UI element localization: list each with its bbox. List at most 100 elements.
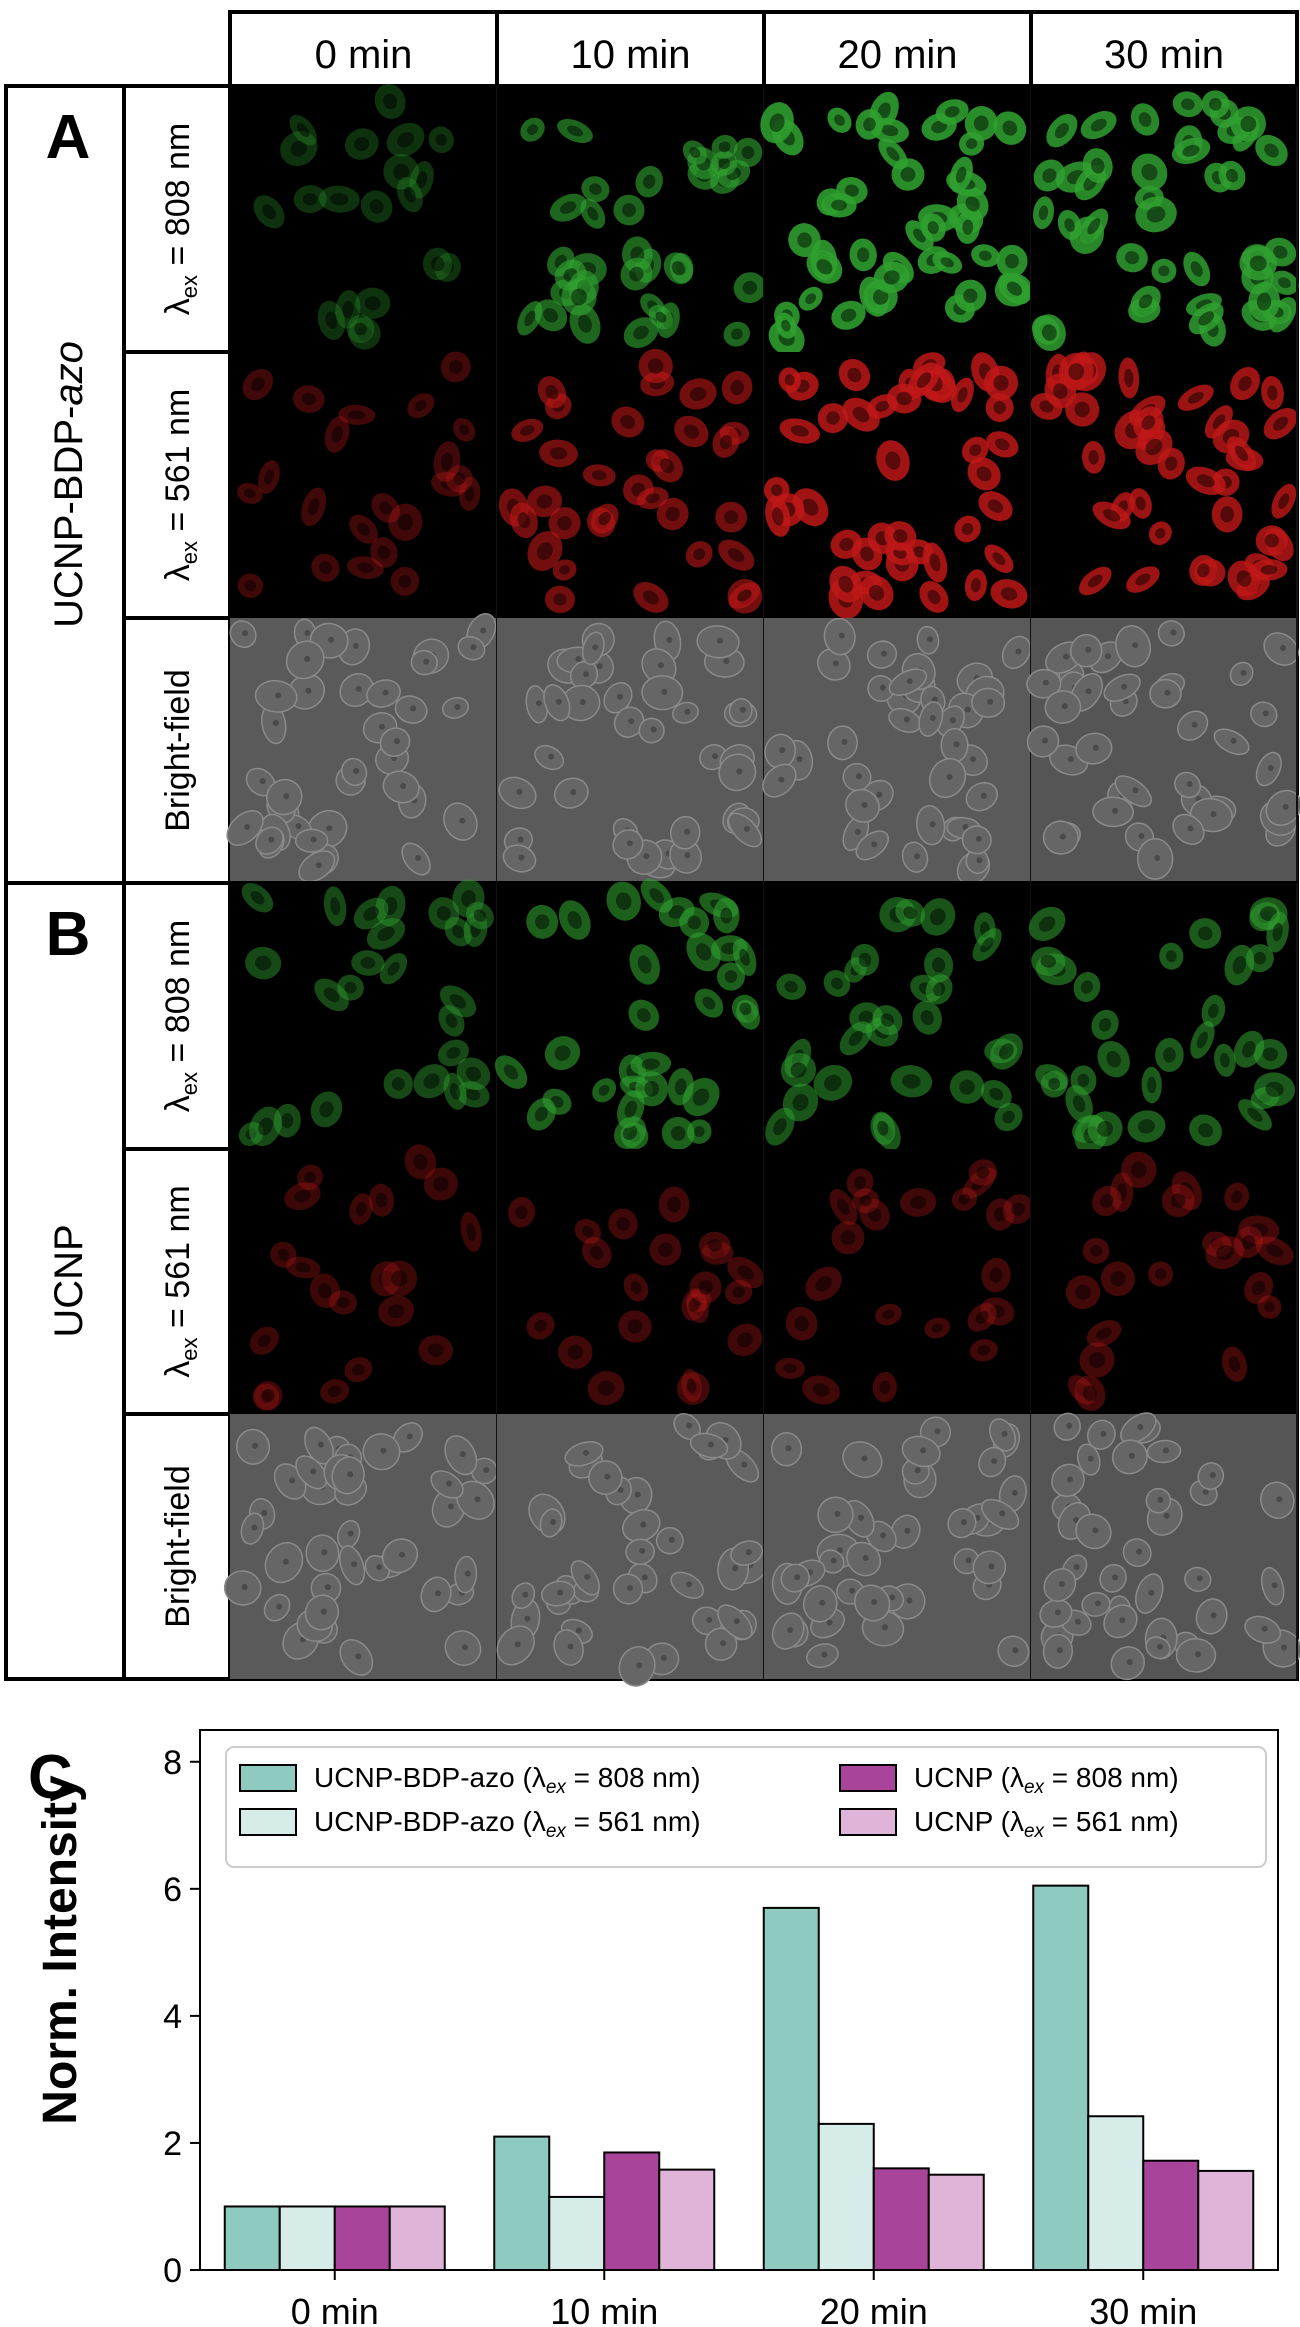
cell-nucleus (914, 1467, 921, 1474)
cell-nucleus (375, 1192, 388, 1208)
micrograph-green (1028, 883, 1297, 1154)
cell (368, 1183, 395, 1217)
cell-nucleus (464, 486, 475, 502)
cell-nucleus (1145, 438, 1163, 456)
cell (831, 1221, 865, 1255)
cell-nucleus (537, 542, 553, 561)
cell-nucleus (352, 642, 359, 649)
cell-nucleus (693, 1126, 705, 1138)
cell-nucleus (893, 529, 908, 543)
cell-nucleus (1240, 669, 1247, 676)
cell-nucleus (973, 115, 989, 132)
cell-nucleus (929, 715, 936, 722)
cell-nucleus (871, 841, 878, 848)
cell-nucleus (1085, 646, 1092, 653)
cell-nucleus (976, 1166, 990, 1179)
cell-nucleus (1090, 118, 1107, 132)
cell-nucleus (308, 498, 320, 516)
cell (635, 1071, 669, 1107)
cell-nucleus (1042, 737, 1049, 744)
cell-nucleus (1225, 169, 1239, 183)
cell-nucleus (931, 120, 948, 134)
micrograph-green (230, 83, 497, 352)
cell-nucleus (830, 1557, 837, 1564)
cell-nucleus (1040, 954, 1056, 968)
cell (520, 117, 545, 142)
cell (237, 482, 263, 504)
cell (724, 1279, 753, 1305)
cell-nucleus (797, 232, 812, 248)
cell (428, 126, 454, 154)
cell-nucleus (692, 1301, 703, 1315)
cell (649, 1233, 682, 1266)
cell-nucleus (583, 671, 590, 678)
cell (378, 1295, 415, 1327)
cell-nucleus (1216, 1245, 1234, 1261)
cell-nucleus (1074, 401, 1090, 418)
cell-nucleus (445, 1013, 458, 1028)
cell (245, 946, 282, 980)
cell (273, 1103, 301, 1138)
cell-nucleus (459, 817, 466, 824)
row-label-text: = 561 nm (159, 1185, 197, 1337)
cell (590, 503, 619, 534)
cell (1204, 405, 1233, 439)
cell (422, 247, 453, 281)
row-label-lambda: λ (159, 1361, 197, 1378)
cell-nucleus (571, 288, 587, 306)
cell (985, 393, 1014, 422)
cell (630, 1051, 672, 1077)
cell (686, 1289, 712, 1313)
cell (964, 569, 987, 602)
cell-nucleus (622, 1125, 638, 1140)
cell-nucleus (1110, 1270, 1126, 1287)
micrograph-background (497, 1149, 764, 1414)
cell (534, 299, 568, 332)
cell-nucleus (882, 1309, 895, 1320)
cell (618, 1310, 652, 1343)
cell (838, 358, 871, 392)
cell-nucleus (1038, 916, 1056, 932)
cell-nucleus (1265, 1081, 1284, 1097)
cell-nucleus (1242, 1040, 1256, 1058)
cell-nucleus (1075, 1383, 1088, 1397)
cell-nucleus (514, 1641, 521, 1648)
cell-nucleus (906, 1597, 913, 1604)
legend-label-lambda: λ (532, 1806, 546, 1837)
cell-nucleus (1132, 787, 1139, 794)
cell (1130, 103, 1160, 136)
cell-nucleus (470, 644, 477, 651)
cell-nucleus (536, 494, 553, 509)
cell-nucleus (724, 970, 738, 983)
cell (1183, 251, 1211, 287)
cell (872, 1371, 897, 1403)
cell-nucleus (461, 1644, 468, 1651)
legend-label: UCNP-BDP-azo (λex = 808 nm) (314, 1762, 701, 1798)
cell-nucleus (377, 545, 391, 560)
cell-nucleus (739, 706, 746, 713)
cell-nucleus (1075, 1284, 1091, 1300)
cell-nucleus (1141, 163, 1158, 181)
cell (785, 1306, 818, 1341)
cell-nucleus (838, 575, 854, 593)
cell-nucleus (567, 1643, 574, 1650)
cell-nucleus (516, 788, 523, 795)
micrograph-gray (1031, 1412, 1300, 1681)
cell (1201, 90, 1230, 119)
cell-nucleus (400, 783, 407, 790)
cell-nucleus (331, 426, 343, 443)
cell (849, 238, 877, 272)
cell (349, 514, 378, 544)
cell-nucleus (535, 914, 550, 930)
cell (509, 502, 538, 539)
cell-nucleus (1015, 648, 1022, 655)
cell-nucleus (534, 1106, 548, 1122)
cell (1190, 1021, 1215, 1059)
cell-nucleus (1249, 255, 1267, 272)
cell-nucleus (379, 723, 386, 730)
cell (827, 107, 852, 133)
cell-nucleus (244, 580, 257, 592)
legend-label: UCNP (λex = 561 nm) (914, 1806, 1179, 1842)
micrograph-gray (762, 617, 1032, 886)
cell (1263, 407, 1298, 440)
